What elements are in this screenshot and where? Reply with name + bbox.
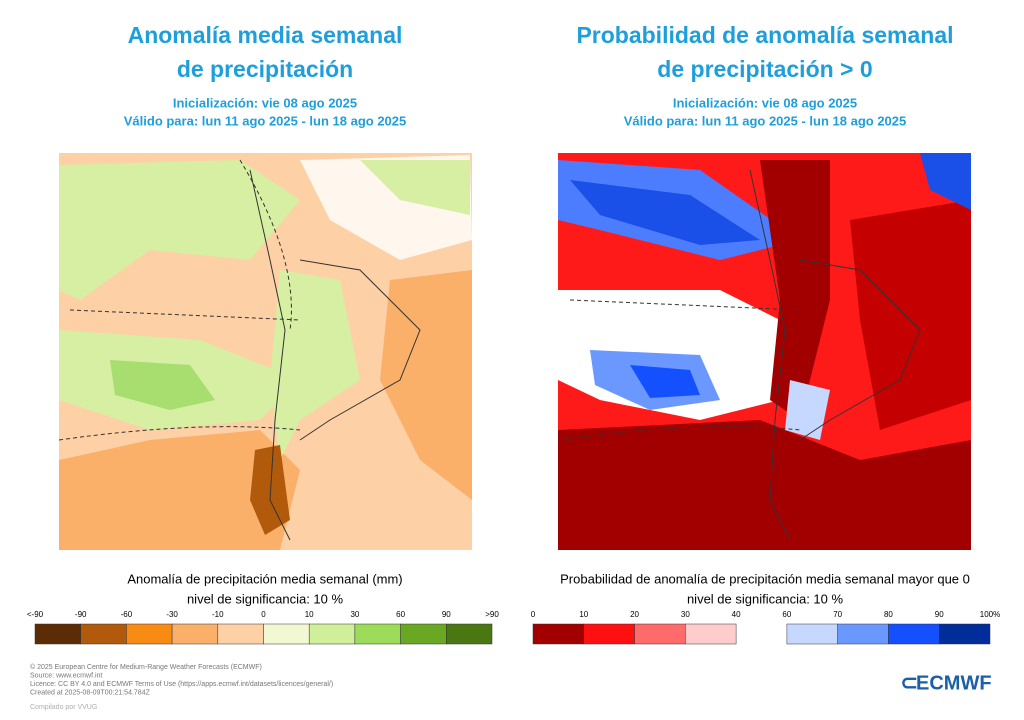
title: de precipitación bbox=[177, 56, 353, 82]
credit: Compilado por VVUG bbox=[30, 704, 97, 711]
colorbar-label: 70 bbox=[833, 610, 842, 619]
colorbar-label: -30 bbox=[166, 610, 178, 619]
colorbar-box bbox=[80, 623, 127, 645]
colorbar-box bbox=[400, 623, 447, 645]
logo-mark: ⊂ bbox=[900, 670, 918, 695]
colorbar-label: -90 bbox=[75, 610, 87, 619]
init-date: Inicialización: vie 08 ago 2025 bbox=[173, 95, 357, 110]
valid-range: Válido para: lun 11 ago 2025 - lun 18 ag… bbox=[124, 113, 407, 128]
footer-line: Created at 2025-08-09T00:21:54.784Z bbox=[30, 689, 151, 696]
colorbar-label: 10 bbox=[305, 610, 314, 619]
colorbar-label: 90 bbox=[442, 610, 451, 619]
colorbar-label: 0 bbox=[531, 610, 536, 619]
logo: ECMWF bbox=[916, 672, 992, 694]
footer-line: © 2025 European Centre for Medium-Range … bbox=[30, 663, 262, 671]
colorbar-box bbox=[685, 623, 737, 645]
caption: Anomalía de precipitación media semanal … bbox=[127, 571, 402, 586]
colorbar-box bbox=[308, 623, 356, 645]
colorbar-box bbox=[34, 623, 81, 645]
colorbar-box bbox=[938, 623, 991, 645]
colorbar-box bbox=[217, 623, 264, 645]
probability-map bbox=[557, 153, 971, 550]
colorbar-box bbox=[786, 623, 838, 645]
colorbar-box bbox=[126, 623, 173, 645]
colorbar-box bbox=[171, 623, 219, 645]
title: Anomalía media semanal bbox=[128, 22, 403, 48]
init-date: Inicialización: vie 08 ago 2025 bbox=[673, 95, 857, 110]
title: Probabilidad de anomalía semanal bbox=[576, 22, 953, 48]
caption: Probabilidad de anomalía de precipitació… bbox=[560, 571, 970, 586]
colorbar-box bbox=[354, 623, 401, 645]
anomaly-map bbox=[58, 153, 472, 550]
colorbar-box bbox=[634, 623, 686, 645]
colorbar-label: <-90 bbox=[27, 610, 44, 619]
colorbar-label: 90 bbox=[935, 610, 944, 619]
colorbar-box bbox=[837, 623, 889, 645]
colorbar-label: 0 bbox=[261, 610, 266, 619]
colorbar-box bbox=[532, 623, 585, 645]
colorbar-label: 30 bbox=[350, 610, 359, 619]
colorbar-box bbox=[888, 623, 940, 645]
colorbar-label: 60 bbox=[396, 610, 405, 619]
colorbar-label: 10 bbox=[579, 610, 588, 619]
footer-line: Source: www.ecmwf.int bbox=[30, 672, 102, 679]
colorbar-label: 30 bbox=[681, 610, 690, 619]
colorbar-label: 60 bbox=[782, 610, 791, 619]
colorbar-label: -60 bbox=[121, 610, 133, 619]
colorbar-label: 20 bbox=[630, 610, 639, 619]
colorbar-label: 100% bbox=[980, 610, 1000, 619]
colorbar-box bbox=[446, 623, 493, 645]
colorbar-label: 80 bbox=[884, 610, 893, 619]
colorbar-label: 40 bbox=[732, 610, 741, 619]
significance: nivel de significancia: 10 % bbox=[187, 591, 344, 606]
footer-line: Licence: CC BY 4.0 and ECMWF Terms of Us… bbox=[30, 681, 333, 688]
colorbar-label: -10 bbox=[212, 610, 224, 619]
valid-range: Válido para: lun 11 ago 2025 - lun 18 ag… bbox=[624, 113, 907, 128]
colorbar-box bbox=[263, 623, 310, 645]
significance: nivel de significancia: 10 % bbox=[687, 591, 844, 606]
title: de precipitación > 0 bbox=[657, 56, 872, 82]
colorbar-label: >90 bbox=[485, 610, 499, 619]
colorbar-box bbox=[583, 623, 635, 645]
